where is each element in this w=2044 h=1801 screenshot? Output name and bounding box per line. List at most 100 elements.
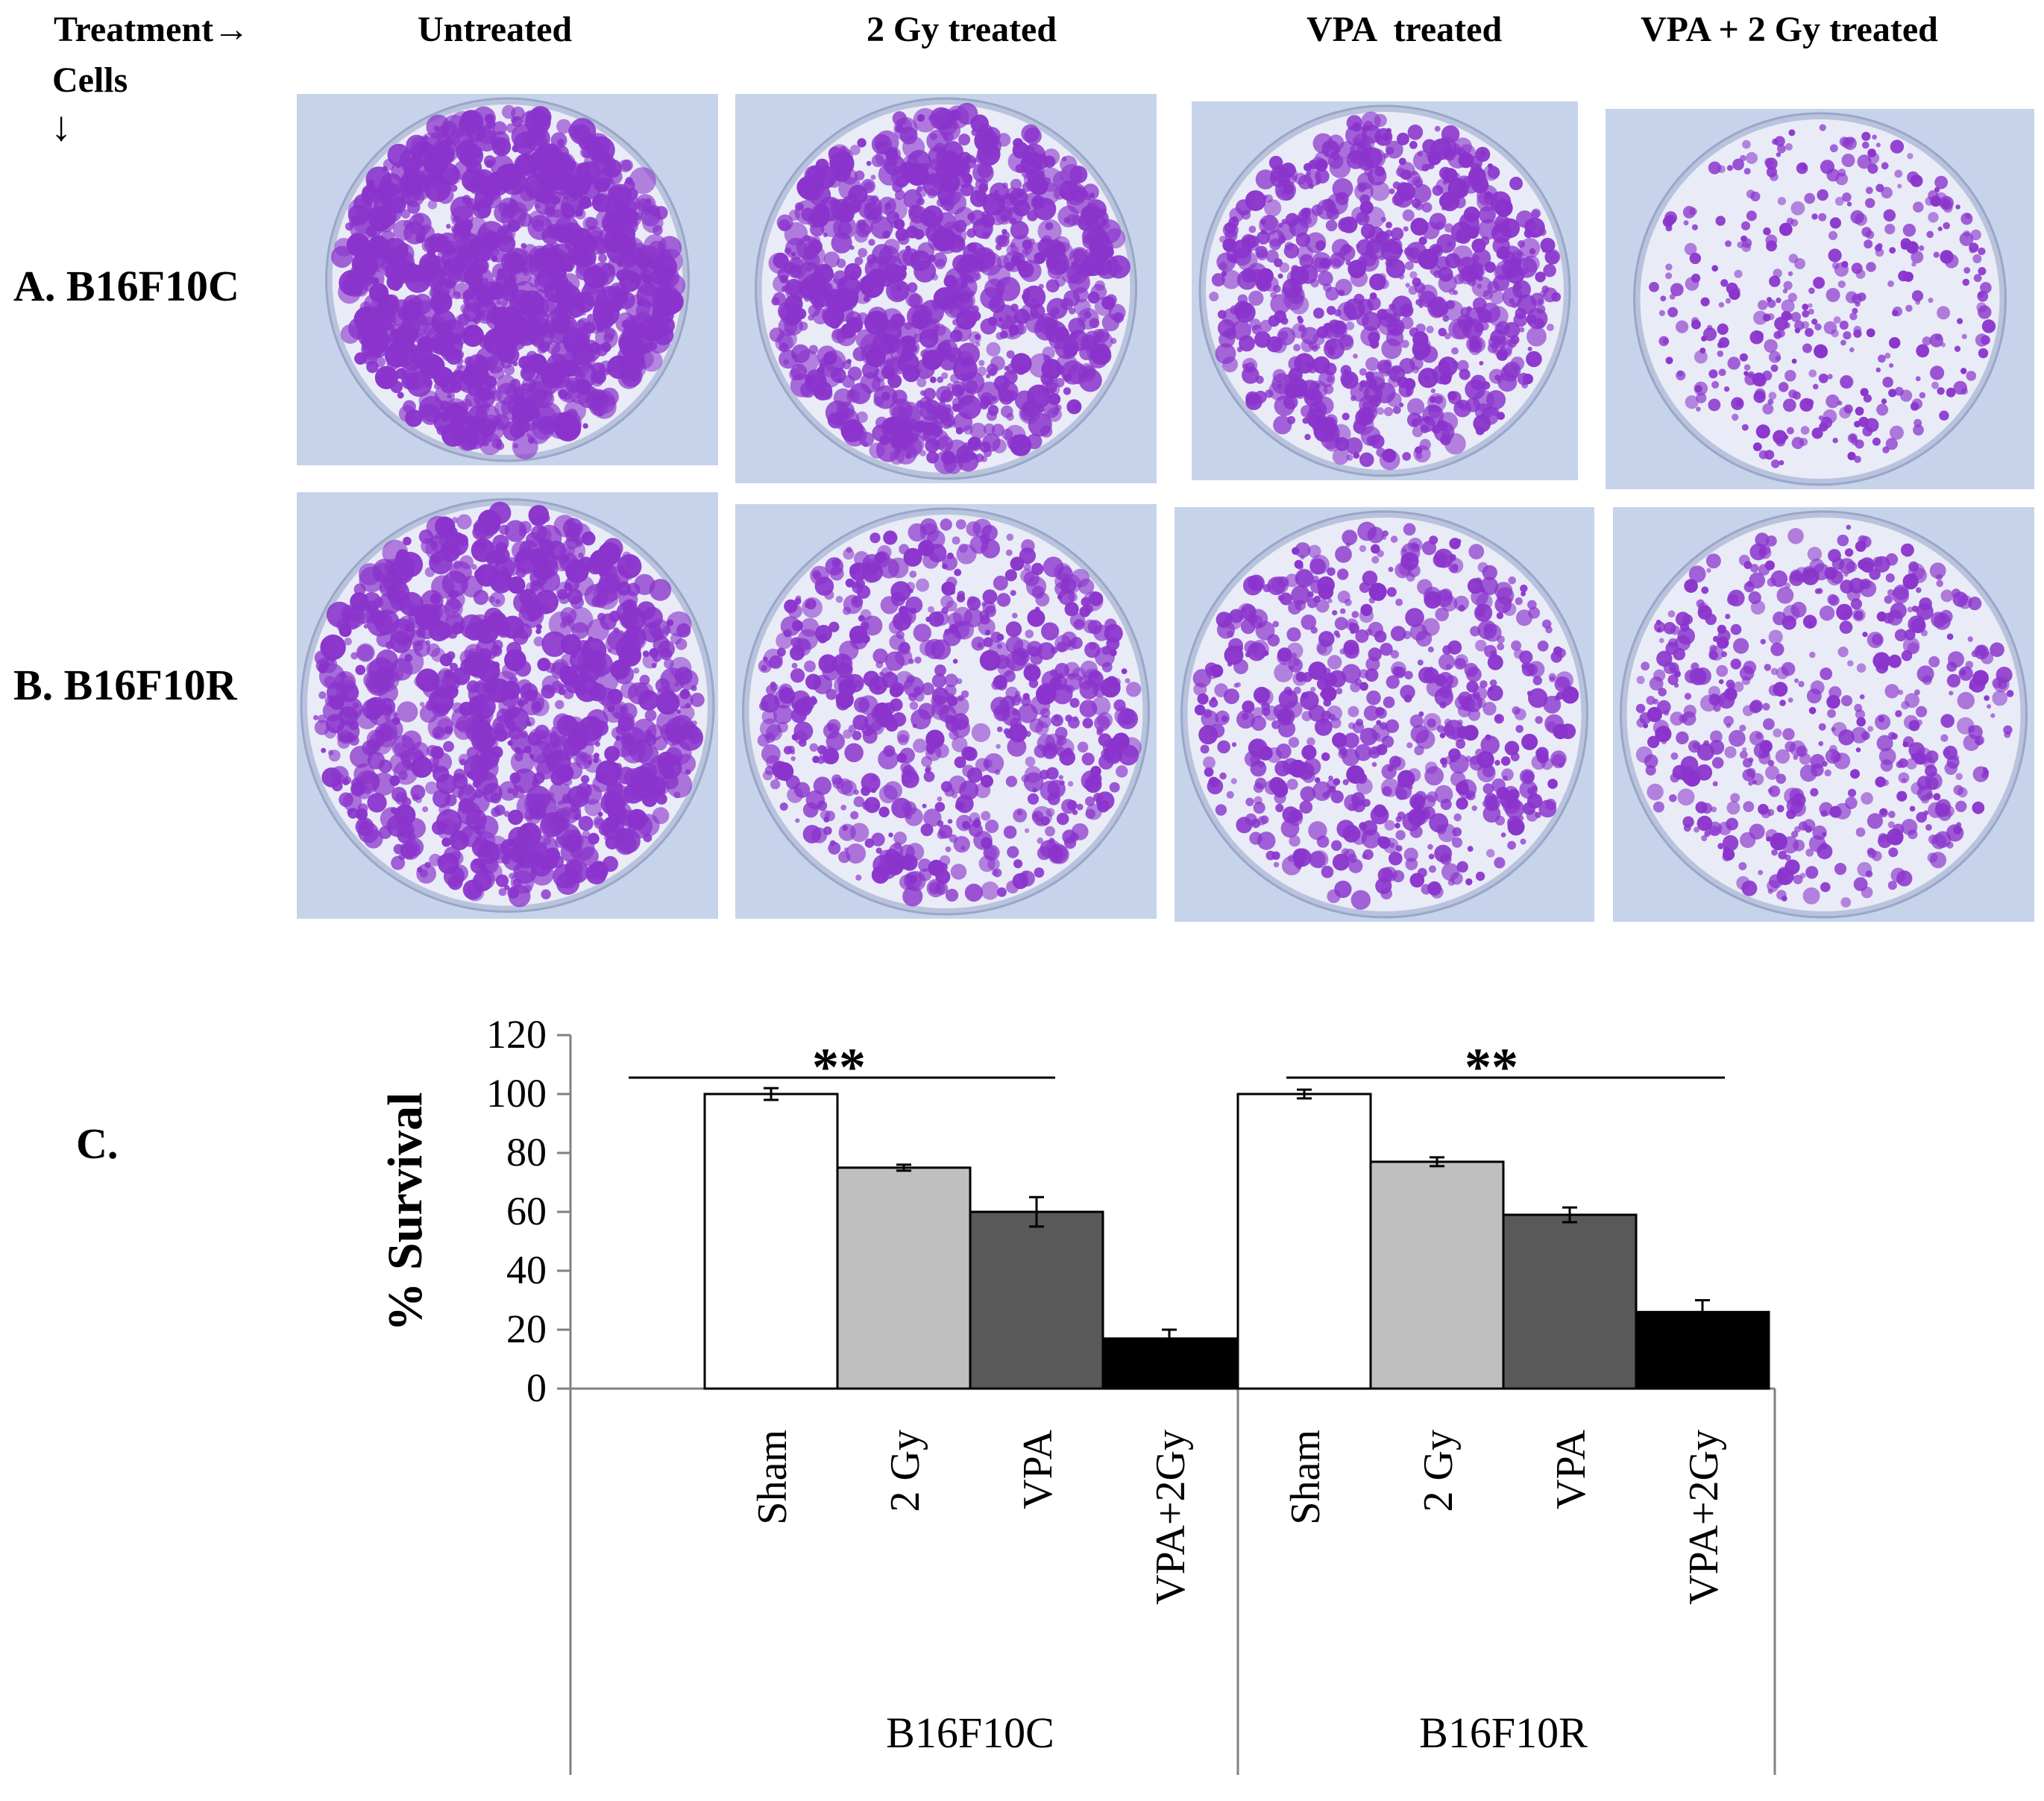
colony xyxy=(1773,430,1787,444)
colony xyxy=(1453,182,1467,196)
colony xyxy=(1302,417,1309,424)
colony xyxy=(593,757,599,764)
colony xyxy=(808,345,818,354)
colony xyxy=(387,665,404,682)
colony xyxy=(1747,371,1755,379)
colony xyxy=(1477,184,1498,207)
colony xyxy=(1766,240,1777,252)
colony xyxy=(435,703,450,716)
colony xyxy=(566,408,578,421)
colony xyxy=(831,232,852,254)
colony xyxy=(946,347,963,363)
colony xyxy=(638,690,659,711)
colony xyxy=(652,807,670,825)
colony xyxy=(431,555,441,565)
colony xyxy=(1444,253,1461,268)
colony xyxy=(594,815,603,826)
column-header-vpa-2gy: VPA + 2 Gy treated xyxy=(1641,10,1938,49)
colony xyxy=(493,646,502,655)
colony xyxy=(425,781,438,795)
colony xyxy=(1665,356,1673,365)
colony xyxy=(1398,157,1406,166)
colony xyxy=(615,284,620,289)
colony xyxy=(1770,364,1779,372)
colony xyxy=(1438,412,1459,432)
colony xyxy=(508,726,523,740)
colony xyxy=(1978,291,1984,298)
colony xyxy=(1251,324,1262,335)
colony xyxy=(376,631,392,647)
colony xyxy=(1423,254,1428,260)
colony xyxy=(332,780,343,792)
colony xyxy=(1346,150,1365,169)
colony xyxy=(1847,433,1858,444)
colony xyxy=(1546,324,1554,331)
colony xyxy=(1335,437,1350,451)
colony xyxy=(644,734,657,747)
colony xyxy=(1403,226,1409,232)
colony xyxy=(1013,138,1023,148)
colony xyxy=(1002,182,1008,189)
colony xyxy=(371,277,380,286)
colony xyxy=(1786,427,1794,435)
colony xyxy=(507,740,513,746)
colony xyxy=(1885,438,1898,450)
colony xyxy=(412,793,420,802)
colony xyxy=(1762,370,1773,381)
colony xyxy=(378,368,394,385)
colony xyxy=(530,525,547,541)
colony xyxy=(1665,224,1673,232)
colony xyxy=(570,523,591,544)
colony xyxy=(454,220,469,234)
colony xyxy=(464,356,474,367)
colony xyxy=(355,254,362,262)
colony xyxy=(1236,346,1243,353)
colony xyxy=(1513,312,1527,327)
colony xyxy=(617,286,629,298)
colony xyxy=(1860,388,1869,397)
colony xyxy=(1304,163,1312,172)
colony xyxy=(612,582,620,591)
colony xyxy=(690,692,705,708)
colony xyxy=(570,595,584,609)
colony xyxy=(642,653,658,669)
colony xyxy=(902,136,925,159)
colony xyxy=(1781,310,1791,321)
colony xyxy=(1325,286,1339,301)
colony xyxy=(1494,198,1513,217)
colony xyxy=(1338,217,1353,233)
colony xyxy=(1527,346,1532,351)
colony xyxy=(1405,261,1414,271)
colony xyxy=(1855,439,1864,449)
colony xyxy=(1011,440,1023,452)
colony xyxy=(433,305,444,315)
colony xyxy=(1436,233,1456,254)
colony xyxy=(1742,139,1751,149)
colony xyxy=(931,425,943,438)
colony xyxy=(550,132,567,149)
colony xyxy=(552,659,569,676)
colony xyxy=(354,241,365,251)
colony xyxy=(1359,136,1375,151)
colony xyxy=(952,403,960,412)
colony xyxy=(578,556,594,572)
colony xyxy=(451,839,456,844)
colony xyxy=(664,659,674,669)
colony xyxy=(1095,328,1110,343)
colony xyxy=(1434,125,1441,132)
colony xyxy=(1788,389,1797,399)
colony xyxy=(1717,351,1724,357)
colony xyxy=(380,286,387,293)
colony xyxy=(1669,294,1676,300)
colony xyxy=(1894,386,1904,396)
colony xyxy=(527,732,541,746)
colony xyxy=(916,114,925,122)
colony xyxy=(512,328,521,337)
colony xyxy=(1506,265,1525,284)
colony xyxy=(1442,179,1448,185)
colony xyxy=(1806,398,1814,406)
colony xyxy=(339,792,353,808)
colony xyxy=(943,454,963,474)
colony xyxy=(1069,307,1076,315)
colony xyxy=(870,175,876,180)
